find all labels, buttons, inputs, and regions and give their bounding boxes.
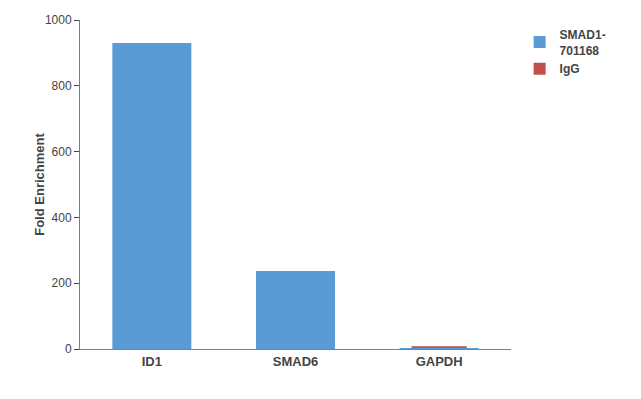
svg-text:600: 600	[52, 145, 72, 159]
svg-text:SMAD6: SMAD6	[273, 354, 319, 369]
svg-text:200: 200	[52, 276, 72, 290]
svg-text:Fold Enrichment: Fold Enrichment	[32, 133, 47, 236]
svg-text:GAPDH: GAPDH	[416, 354, 463, 369]
svg-text:800: 800	[52, 79, 72, 93]
svg-text:ID1: ID1	[142, 354, 162, 369]
svg-text:IgG: IgG	[560, 62, 580, 76]
svg-text:1000: 1000	[45, 13, 72, 27]
svg-text:400: 400	[52, 211, 72, 225]
svg-text:0: 0	[65, 342, 72, 356]
svg-text:SMAD1-701168: SMAD1-701168	[560, 28, 606, 58]
